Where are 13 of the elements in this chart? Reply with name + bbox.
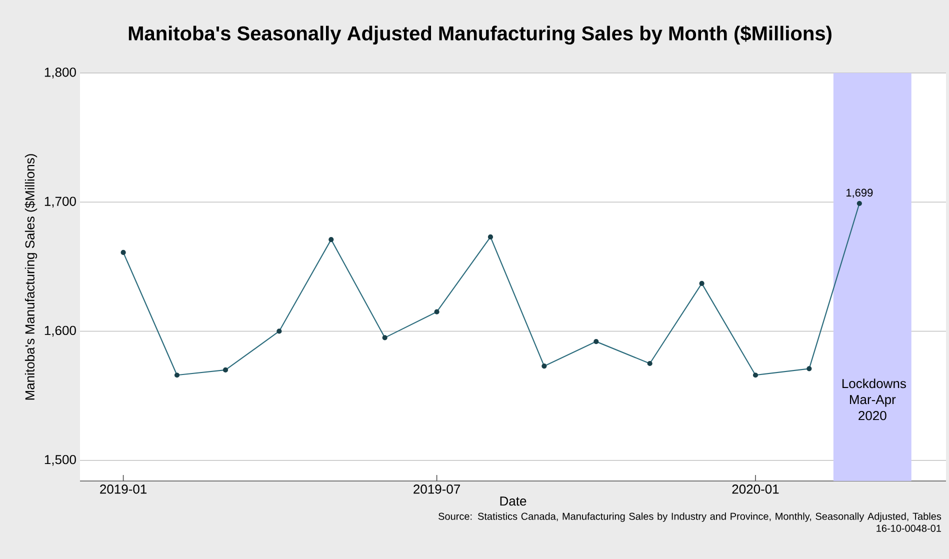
data-label: 1,699 <box>846 188 873 198</box>
chart-title: Manitoba's Seasonally Adjusted Manufacturing Sales by Month ($Millions) <box>128 25 832 45</box>
y-tick-label: 1,800 <box>44 68 76 78</box>
x-tick-label: 2019-01 <box>100 484 147 494</box>
band-label: Lockdowns Mar-Apr 2020 <box>842 378 906 420</box>
x-tick-label: 2020-01 <box>732 484 779 494</box>
x-axis-title: Date <box>500 496 526 506</box>
source-note: Source: Statistics Canada, Manufacturing Sales by Industry and Province, Monthly, Seasonally Adjusted, Tables 16-10-0048-01 <box>438 512 942 532</box>
y-tick-label: 1,700 <box>44 196 76 208</box>
y-tick-label: 1,600 <box>44 326 76 337</box>
y-axis-title: Manitoba's Manufacturing Sales ($Millions) <box>24 154 38 400</box>
x-tick-label: 2019-07 <box>414 484 460 494</box>
y-tick-label: 1,500 <box>44 454 76 466</box>
